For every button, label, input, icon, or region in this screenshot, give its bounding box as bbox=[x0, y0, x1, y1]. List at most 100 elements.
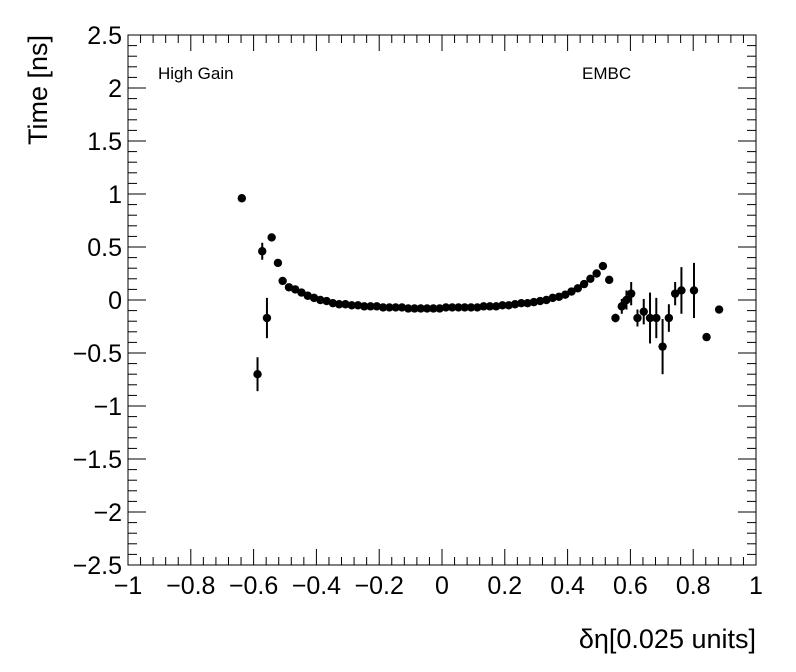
data-point bbox=[529, 297, 539, 307]
point-marker bbox=[561, 290, 570, 299]
point-marker bbox=[529, 297, 539, 307]
point-marker bbox=[404, 304, 413, 313]
point-marker bbox=[429, 304, 438, 313]
point-marker bbox=[422, 304, 432, 313]
data-point bbox=[278, 276, 287, 286]
point-marker bbox=[479, 302, 488, 311]
point-marker bbox=[291, 285, 300, 294]
point-marker bbox=[633, 313, 642, 323]
point-marker bbox=[460, 303, 469, 312]
y-tick-label: −2 bbox=[93, 499, 122, 527]
data-point bbox=[548, 293, 557, 303]
data-point bbox=[237, 194, 247, 203]
point-marker bbox=[611, 313, 620, 323]
point-marker bbox=[573, 284, 583, 293]
point-marker bbox=[378, 303, 388, 312]
point-marker bbox=[622, 295, 631, 305]
data-point bbox=[567, 287, 576, 296]
point-marker bbox=[645, 313, 655, 323]
data-point bbox=[448, 303, 457, 312]
data-point bbox=[273, 258, 283, 268]
annotation-embc: EMBC bbox=[582, 64, 631, 83]
point-marker bbox=[435, 304, 444, 313]
data-point bbox=[714, 305, 724, 314]
point-marker bbox=[714, 305, 724, 314]
data-point bbox=[466, 303, 476, 312]
point-marker bbox=[316, 295, 325, 305]
data-points bbox=[237, 194, 724, 392]
data-point bbox=[429, 304, 438, 313]
data-point bbox=[702, 332, 711, 342]
point-marker bbox=[586, 274, 595, 283]
point-marker bbox=[523, 298, 532, 308]
y-tick-label: −1 bbox=[93, 393, 122, 421]
data-point bbox=[353, 301, 363, 310]
x-tick-label: 0.2 bbox=[487, 572, 522, 600]
data-point bbox=[385, 303, 394, 312]
data-point bbox=[670, 281, 680, 306]
data-point bbox=[689, 262, 699, 319]
point-marker bbox=[341, 300, 350, 309]
point-marker bbox=[466, 303, 476, 312]
data-point bbox=[592, 269, 601, 278]
point-marker bbox=[262, 313, 272, 323]
x-tick-label: 1 bbox=[749, 572, 763, 600]
data-point bbox=[258, 242, 267, 260]
data-point bbox=[410, 304, 419, 313]
annotation-high-gain: High Gain bbox=[158, 64, 234, 83]
data-point bbox=[645, 292, 655, 344]
data-point bbox=[622, 290, 631, 310]
point-marker bbox=[652, 313, 661, 323]
y-tick-label: −1.5 bbox=[73, 446, 122, 474]
data-point bbox=[652, 297, 661, 339]
point-marker bbox=[441, 303, 451, 312]
data-point bbox=[341, 300, 350, 309]
data-point bbox=[605, 275, 614, 285]
data-point bbox=[297, 288, 306, 297]
y-tick-label: −0.5 bbox=[73, 340, 122, 368]
data-point bbox=[360, 302, 369, 311]
data-point bbox=[366, 302, 375, 311]
data-point bbox=[347, 301, 356, 310]
point-marker bbox=[617, 302, 626, 311]
data-point bbox=[498, 301, 507, 310]
data-point bbox=[639, 298, 648, 325]
data-point bbox=[517, 298, 526, 308]
data-point bbox=[441, 303, 451, 312]
data-point bbox=[561, 290, 570, 299]
x-tick-label: −1 bbox=[114, 572, 143, 600]
point-marker bbox=[454, 303, 463, 312]
data-point bbox=[460, 303, 469, 312]
data-point bbox=[611, 313, 620, 323]
x-tick-label: −0.4 bbox=[292, 572, 341, 600]
y-tick-label: 2 bbox=[108, 75, 122, 103]
point-marker bbox=[670, 289, 680, 298]
point-marker bbox=[258, 247, 267, 256]
data-point bbox=[416, 304, 426, 313]
data-point bbox=[391, 303, 400, 312]
point-marker bbox=[485, 302, 495, 311]
data-point bbox=[316, 295, 325, 305]
point-marker bbox=[626, 289, 636, 298]
point-marker bbox=[448, 303, 457, 312]
y-tick-label: −2.5 bbox=[73, 552, 122, 580]
data-point bbox=[378, 303, 388, 312]
data-point bbox=[422, 304, 432, 313]
data-point bbox=[491, 302, 501, 311]
point-marker bbox=[267, 233, 276, 242]
point-marker bbox=[397, 303, 407, 312]
point-marker bbox=[548, 293, 557, 303]
point-marker bbox=[639, 307, 648, 316]
data-point bbox=[262, 297, 272, 339]
data-point bbox=[626, 281, 636, 306]
point-marker bbox=[237, 194, 247, 203]
point-marker bbox=[353, 301, 363, 310]
data-point bbox=[291, 285, 300, 294]
x-axis-title: δη[0.025 units] bbox=[579, 624, 756, 654]
data-point bbox=[479, 302, 488, 311]
point-marker bbox=[416, 304, 426, 313]
point-marker bbox=[410, 304, 419, 313]
point-marker bbox=[689, 286, 699, 295]
point-marker bbox=[366, 302, 375, 311]
